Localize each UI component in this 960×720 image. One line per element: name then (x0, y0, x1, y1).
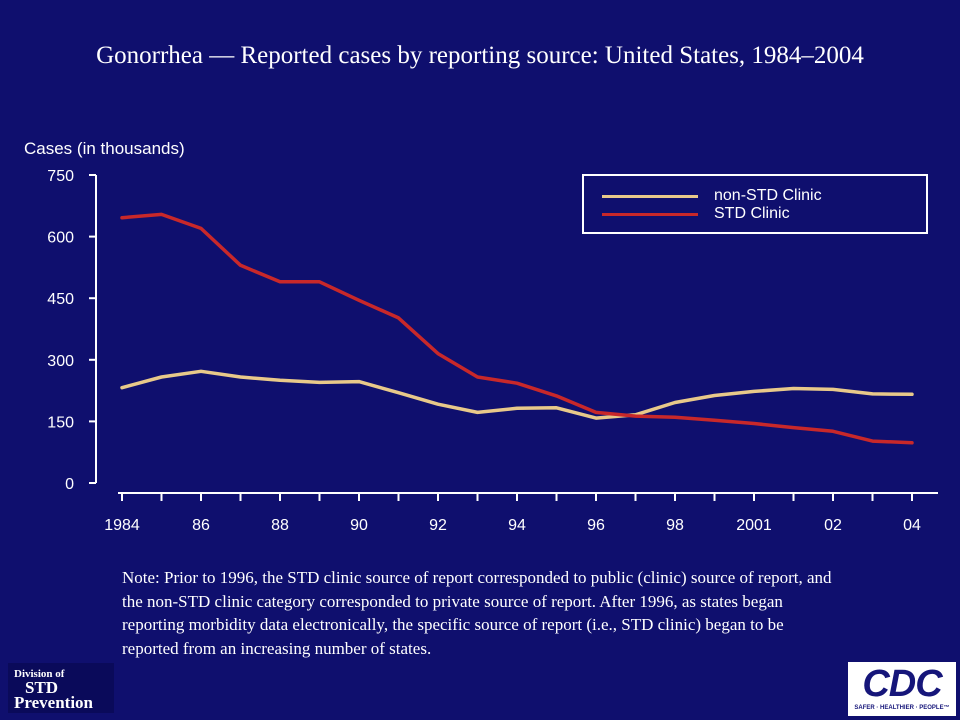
x-tick-label: 04 (903, 517, 921, 534)
y-tick-label: 450 (47, 291, 74, 308)
axes (89, 174, 938, 501)
legend-label-std-clinic: STD Clinic (714, 205, 790, 222)
footnote: Note: Prior to 1996, the STD clinic sour… (122, 568, 832, 658)
cdc-logo-tagline: SAFER · HEALTHIER · PEOPLE™ (854, 705, 950, 711)
x-tick-label: 98 (666, 517, 684, 534)
x-tick-label: 90 (350, 517, 368, 534)
legend-item-non-std-clinic: non-STD Clinic (602, 186, 822, 206)
legend-swatch-std-clinic (602, 212, 698, 216)
legend-swatch-non-std-clinic (602, 194, 698, 198)
x-tick-label: 2001 (736, 517, 772, 534)
x-tick-label: 86 (192, 517, 210, 534)
y-tick-label: 0 (65, 476, 74, 493)
x-tick-label: 02 (824, 517, 842, 534)
legend-item-std-clinic: STD Clinic (602, 204, 790, 224)
std-logo-line3: Prevention (14, 693, 94, 712)
tick-labels: 0 150 300 450 600 750 1984 86 88 90 92 94 96 98 2001 02… (47, 168, 921, 534)
series-non-std-clinic-line (120, 369, 914, 420)
chart-title: Gonorrhea — Reported cases by reporting … (96, 42, 864, 69)
std-logo-line1: Division of (14, 668, 65, 680)
x-tick-label: 96 (587, 517, 605, 534)
chart-legend: non-STD Clinic STD Clinic (582, 174, 928, 234)
std-logo-line2: STD (25, 678, 59, 697)
x-tick-label: 92 (429, 517, 447, 534)
y-axis-label: Cases (in thousands) (24, 139, 185, 158)
y-tick-label: 300 (47, 353, 74, 370)
y-tick-label: 750 (47, 168, 74, 185)
y-tick-label: 150 (47, 414, 74, 431)
x-tick-label: 1984 (104, 517, 140, 534)
legend-label-non-std-clinic: non-STD Clinic (714, 187, 822, 204)
series-lines (120, 212, 914, 445)
x-tick-label: 88 (271, 517, 289, 534)
cdc-logo-letters: CDC (862, 663, 942, 705)
series-std-clinic-line (120, 212, 914, 445)
y-tick-label: 600 (47, 230, 74, 247)
std-prevention-logo: Division of STD Prevention (8, 663, 114, 713)
cdc-logo: CDC SAFER · HEALTHIER · PEOPLE™ (848, 662, 956, 716)
x-tick-label: 94 (508, 517, 526, 534)
